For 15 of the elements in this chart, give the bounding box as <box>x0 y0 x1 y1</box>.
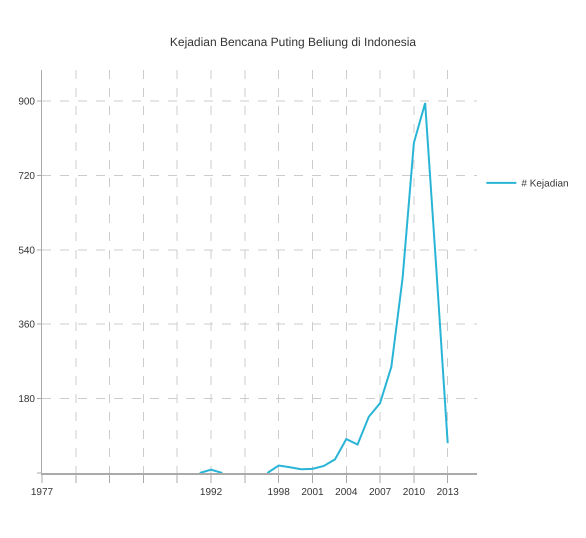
x-tick-label: 2004 <box>335 487 358 498</box>
legend-label: # Kejadian <box>521 178 569 190</box>
x-tick-label: 1992 <box>200 487 223 498</box>
y-tick-label: 360 <box>18 320 36 331</box>
y-tick-label: 720 <box>18 170 36 182</box>
x-tick-label: 2007 <box>368 487 392 498</box>
x-tick-label: 2001 <box>301 487 324 498</box>
x-tick-label: 2010 <box>402 487 426 498</box>
y-tick-label: 900 <box>18 96 36 108</box>
y-tick-label: 180 <box>18 394 36 406</box>
y-tick-label: 540 <box>18 245 36 256</box>
x-tick-label: 1977 <box>30 487 54 498</box>
chart-title: Kejadian Bencana Puting Beliung di Indonesia <box>170 35 416 50</box>
x-tick-label: 2013 <box>436 487 460 498</box>
x-tick-label: 1998 <box>268 487 290 498</box>
